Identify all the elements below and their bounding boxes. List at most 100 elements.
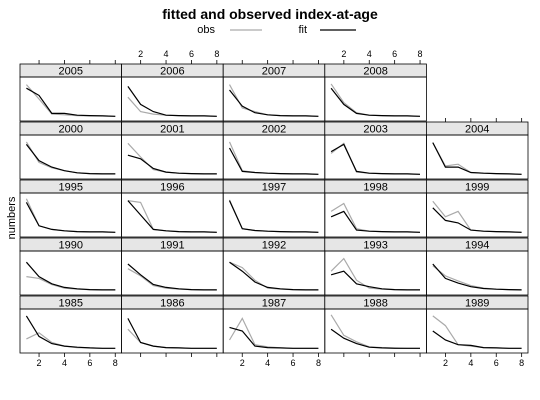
panel-plot-area	[425, 134, 529, 180]
x-tick-label: 6	[189, 49, 194, 59]
panel-strip-label: 2000	[59, 124, 83, 136]
panel-1998: 1998	[324, 179, 427, 238]
panel-2003: 2003	[324, 121, 427, 180]
panel-strip-label: 2007	[262, 66, 286, 78]
fit-line	[25, 261, 116, 291]
obs-line	[330, 83, 421, 117]
panel-strip-label: 2003	[363, 124, 387, 136]
legend: obs fit	[197, 24, 356, 36]
x-tick-label: 8	[113, 358, 118, 368]
obs-line	[330, 202, 421, 233]
fit-line	[26, 87, 116, 117]
fit-line	[330, 328, 420, 349]
panel-2000: 2000	[19, 121, 122, 180]
fit-line	[127, 200, 217, 233]
panel-1990: 1990	[19, 237, 122, 296]
obs-line	[228, 84, 319, 117]
panel-plot-area	[324, 134, 427, 180]
panel-plot-area	[222, 134, 326, 180]
panel-strip-label: 2005	[59, 66, 83, 78]
x-tick-label: 2	[341, 49, 346, 59]
fit-line	[229, 261, 319, 291]
obs-line	[228, 141, 319, 175]
panel-1987: 1987 2 4 6 8	[222, 295, 326, 368]
panel-1995: 1995	[19, 179, 122, 238]
y-axis-label: numbers	[6, 196, 18, 239]
x-tick-label: 2	[37, 358, 42, 368]
panel-strip-label: 2002	[262, 124, 286, 136]
panel-1986: 1986	[121, 295, 224, 357]
panel-2002: 2002	[222, 121, 326, 180]
panel-strip-label: 2004	[465, 124, 489, 136]
panel-plot-area	[425, 250, 529, 296]
panel-strip-label: 1991	[160, 240, 184, 252]
panel-plot-area	[222, 308, 326, 354]
panel-strip-label: 2006	[160, 66, 184, 78]
panel-1988: 1988	[324, 295, 427, 357]
x-tick-label: 8	[214, 49, 219, 59]
panel-plot-area	[19, 192, 122, 238]
x-tick-label: 8	[316, 358, 321, 368]
panel-strip-label: 1987	[262, 298, 286, 310]
panel-2007: 2007	[222, 60, 326, 122]
fit-line	[127, 154, 217, 175]
obs-line	[432, 142, 522, 175]
x-tick-label: 2	[240, 358, 245, 368]
chart-title: fitted and observed index-at-age	[162, 6, 378, 22]
panel-strip-label: 2001	[160, 124, 184, 136]
obs-line	[25, 84, 116, 117]
obs-line	[432, 200, 522, 233]
panel-2004: 2004	[425, 118, 529, 180]
x-tick-label: 4	[164, 49, 169, 59]
panel-strip-label: 1990	[59, 240, 83, 252]
panel-strip-label: 1998	[363, 182, 387, 194]
legend-label-obs: obs	[197, 24, 215, 36]
x-tick-label: 4	[468, 358, 473, 368]
panel-strip-label: 1989	[465, 298, 489, 310]
panel-1985: 1985 2 4 6 8	[19, 295, 122, 368]
obs-line	[228, 317, 319, 349]
panel-plot-area	[324, 192, 427, 238]
x-tick-label: 4	[367, 49, 372, 59]
obs-line	[228, 199, 319, 233]
panel-strip-label: 1997	[262, 182, 286, 194]
panel-1991: 1991	[121, 237, 224, 296]
obs-line	[330, 314, 420, 349]
fit-line	[229, 326, 319, 349]
panel-strip-label: 1986	[160, 298, 184, 310]
panel-2008: 2008 2 4 6 8	[324, 49, 427, 122]
fit-line	[330, 87, 421, 117]
panel-strip-label: 1993	[363, 240, 387, 252]
panel-plot-area	[121, 192, 224, 238]
fit-line	[432, 263, 522, 291]
fit-line	[432, 142, 522, 175]
panel-2006: 2006 2 4 6 8	[121, 49, 224, 122]
panel-plot-area	[222, 192, 326, 238]
obs-line	[432, 265, 522, 291]
fit-line	[330, 210, 421, 233]
panel-strip-label: 1985	[59, 298, 83, 310]
x-tick-label: 4	[265, 358, 270, 368]
panel-2001: 2001	[121, 121, 224, 180]
panel-strip-label: 1999	[465, 182, 489, 194]
panel-1999: 1999	[425, 179, 529, 238]
panel-strip-label: 1992	[262, 240, 286, 252]
obs-line	[127, 96, 217, 117]
panel-plot-area	[121, 308, 224, 354]
fit-line	[229, 89, 319, 117]
panel-plot-area	[425, 308, 529, 354]
panel-1993: 1993	[324, 237, 427, 296]
x-tick-label: 6	[494, 358, 499, 368]
fit-line	[25, 315, 116, 349]
fit-line	[127, 263, 217, 291]
x-tick-label: 8	[519, 358, 524, 368]
obs-line	[432, 315, 522, 349]
panel-strip-label: 2008	[363, 66, 387, 78]
x-tick-label: 8	[418, 49, 423, 59]
obs-line	[330, 257, 420, 291]
panel-strip-label: 1988	[363, 298, 387, 310]
panel-plot-area	[324, 76, 427, 122]
x-tick-label: 6	[291, 358, 296, 368]
x-tick-label: 2	[138, 49, 143, 59]
